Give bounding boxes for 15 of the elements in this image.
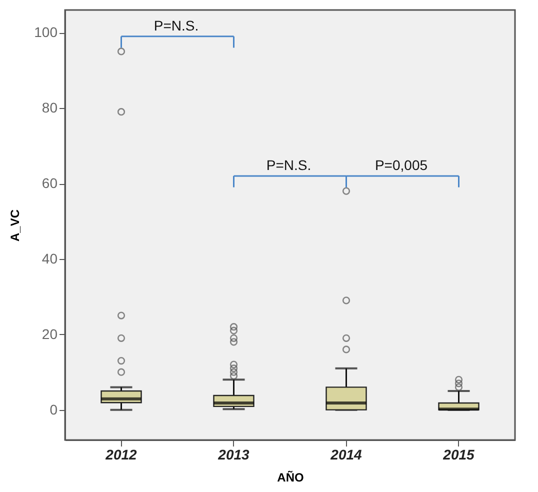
y-axis-title: A_VC <box>8 209 22 242</box>
annotation: P=N.S. <box>154 17 199 34</box>
y-tick-label: 60 <box>42 175 58 192</box>
y-tick-label: 0 <box>50 401 58 418</box>
y-tick-label: 20 <box>42 326 58 342</box>
x-tick-label: 2015 <box>442 446 475 462</box>
y-tick-label: 100 <box>34 24 58 40</box>
annotation: P=N.S. <box>266 156 312 173</box>
x-axis-title: AÑO <box>277 470 304 484</box>
x-tick-label: 2012 <box>104 446 138 462</box>
y-tick-label: 80 <box>42 100 58 116</box>
annotation: P=0,005 <box>374 156 428 173</box>
x-tick-label: 2014 <box>330 446 362 462</box>
y-tick-label: 40 <box>42 250 58 266</box>
x-tick-label: 2013 <box>217 446 250 462</box>
